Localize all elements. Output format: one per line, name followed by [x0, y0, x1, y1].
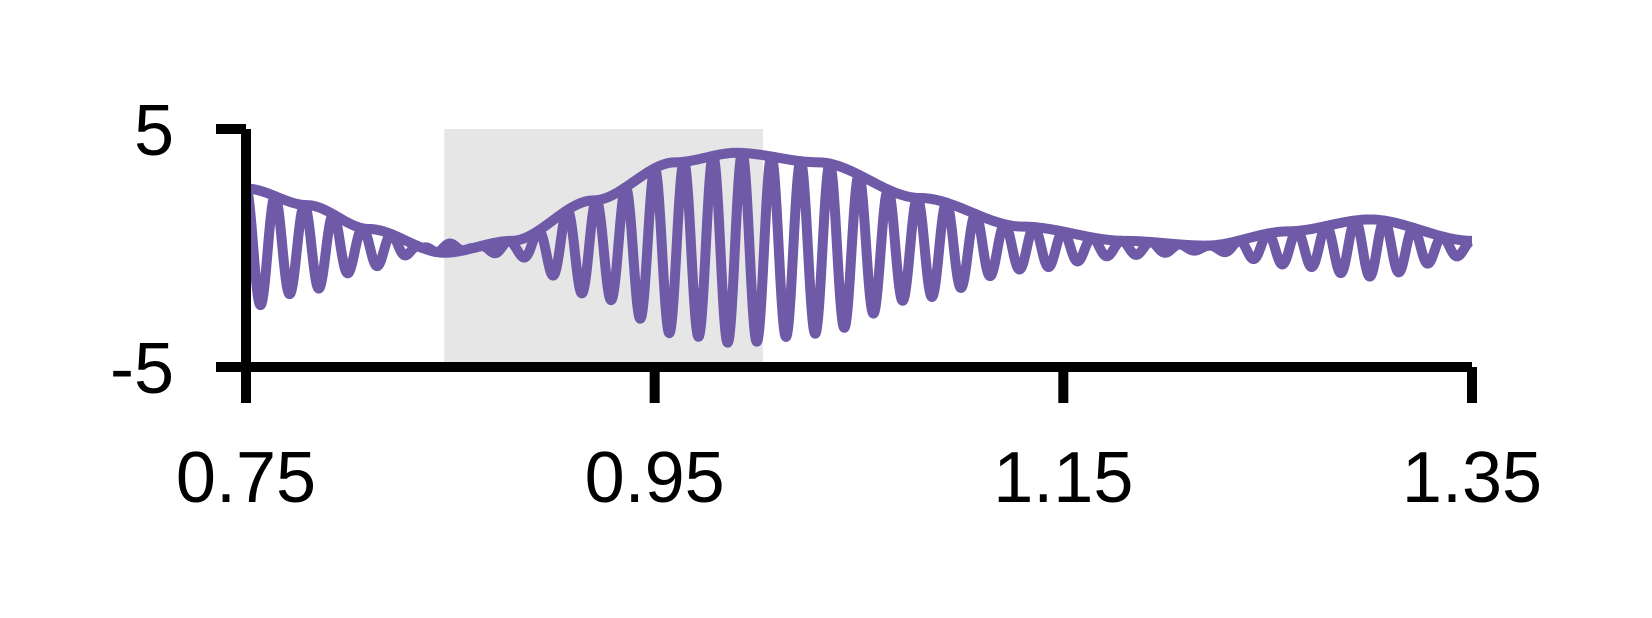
y-tick-label: 5 [134, 91, 174, 171]
y-tick-label: -5 [110, 329, 174, 409]
x-tick-label: 1.35 [1402, 438, 1542, 518]
y-ticks: 5 -5 [110, 91, 246, 409]
x-ticks: 0.75 0.95 1.15 1.35 [176, 367, 1542, 518]
axes: 5 -5 0.75 0.95 1.15 1.35 [110, 91, 1542, 518]
plot-area [241, 129, 1477, 367]
series-layer [241, 147, 1477, 348]
x-tick-label: 0.95 [585, 438, 725, 518]
x-tick-label: 1.15 [993, 438, 1133, 518]
series-signal-line [241, 147, 1477, 348]
x-tick-label: 0.75 [176, 438, 316, 518]
